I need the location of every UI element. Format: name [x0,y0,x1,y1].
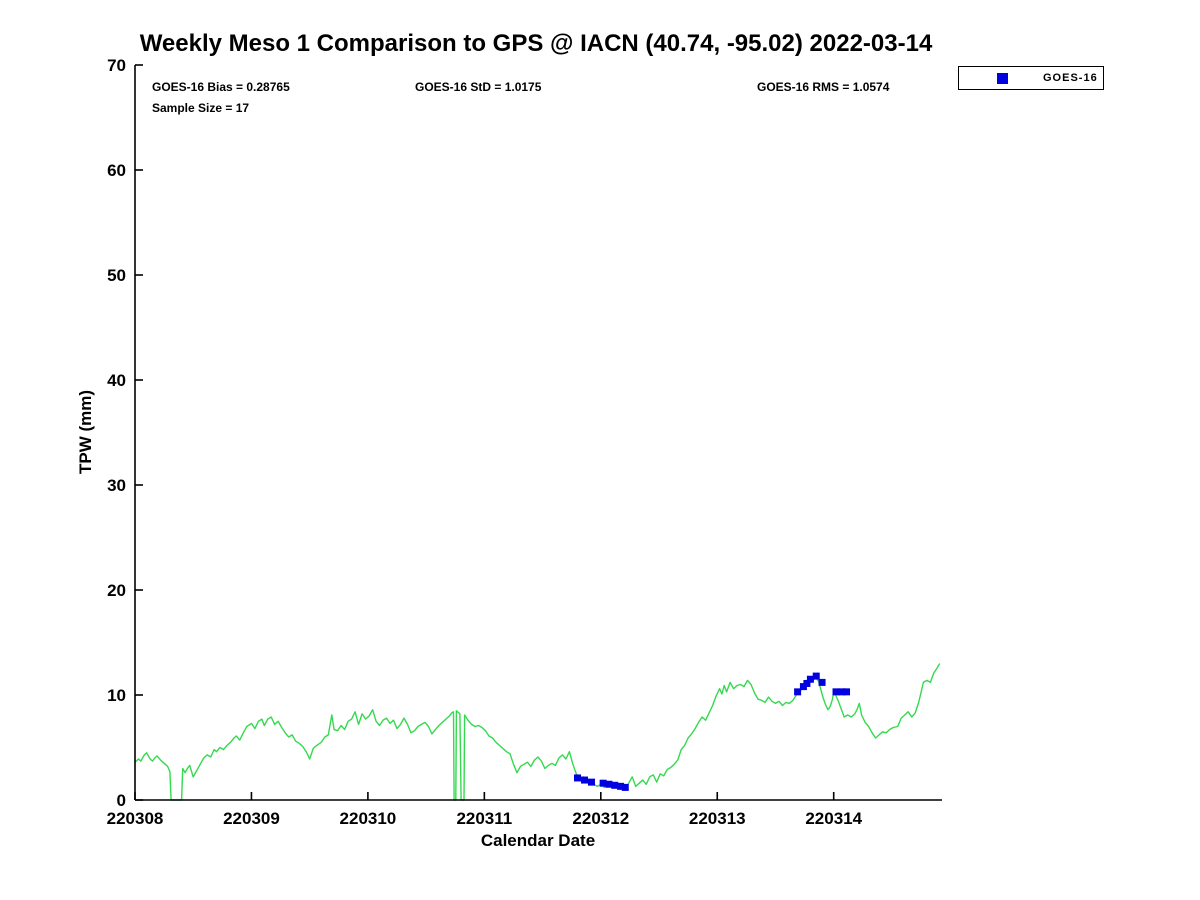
y-tick-label: 30 [107,476,126,495]
stat-sample-size: Sample Size = 17 [152,101,250,115]
goes16-marker [794,688,802,696]
goes16-marker [843,688,851,696]
goes16-marker [803,679,811,687]
goes16-marker [605,780,613,788]
x-tick-label: 220312 [572,809,629,828]
x-tick-label: 220314 [805,809,862,828]
x-tick-label: 220313 [689,809,746,828]
goes16-marker [587,778,595,786]
y-tick-label: 40 [107,371,126,390]
stat-bias: GOES-16 Bias = 0.28765 [152,80,290,94]
goes16-marker [838,688,846,696]
stat-std: GOES-16 StD = 1.0175 [415,80,542,94]
y-tick-label: 0 [117,791,126,810]
legend-square-marker-icon [997,73,1008,84]
goes16-marker [818,678,826,686]
x-tick-label: 220310 [340,809,397,828]
goes16-marker [832,688,840,696]
goes16-marker [611,781,619,789]
y-tick-label: 70 [107,56,126,75]
x-tick-label: 220308 [107,809,164,828]
goes16-marker [806,675,814,683]
y-tick-label: 20 [107,581,126,600]
chart-title: Weekly Meso 1 Comparison to GPS @ IACN (… [139,30,933,57]
goes16-marker [617,782,625,790]
x-tick-label: 220309 [223,809,280,828]
legend-box: GOES-16 [958,66,1104,90]
goes16-marker [599,779,607,787]
goes16-marker [812,672,820,680]
y-tick-label: 10 [107,686,126,705]
y-tick-label: 60 [107,161,126,180]
goes16-marker [621,783,629,791]
stat-rms: GOES-16 RMS = 1.0574 [757,80,890,94]
legend-entry-label: GOES-16 [1043,72,1098,84]
y-axis-label: TPW (mm) [76,389,95,475]
x-axis-label: Calendar Date [480,831,596,850]
goes16-marker [580,776,588,784]
y-tick-label: 50 [107,266,126,285]
x-tick-label: 220311 [456,809,512,828]
goes16-marker [574,774,582,782]
